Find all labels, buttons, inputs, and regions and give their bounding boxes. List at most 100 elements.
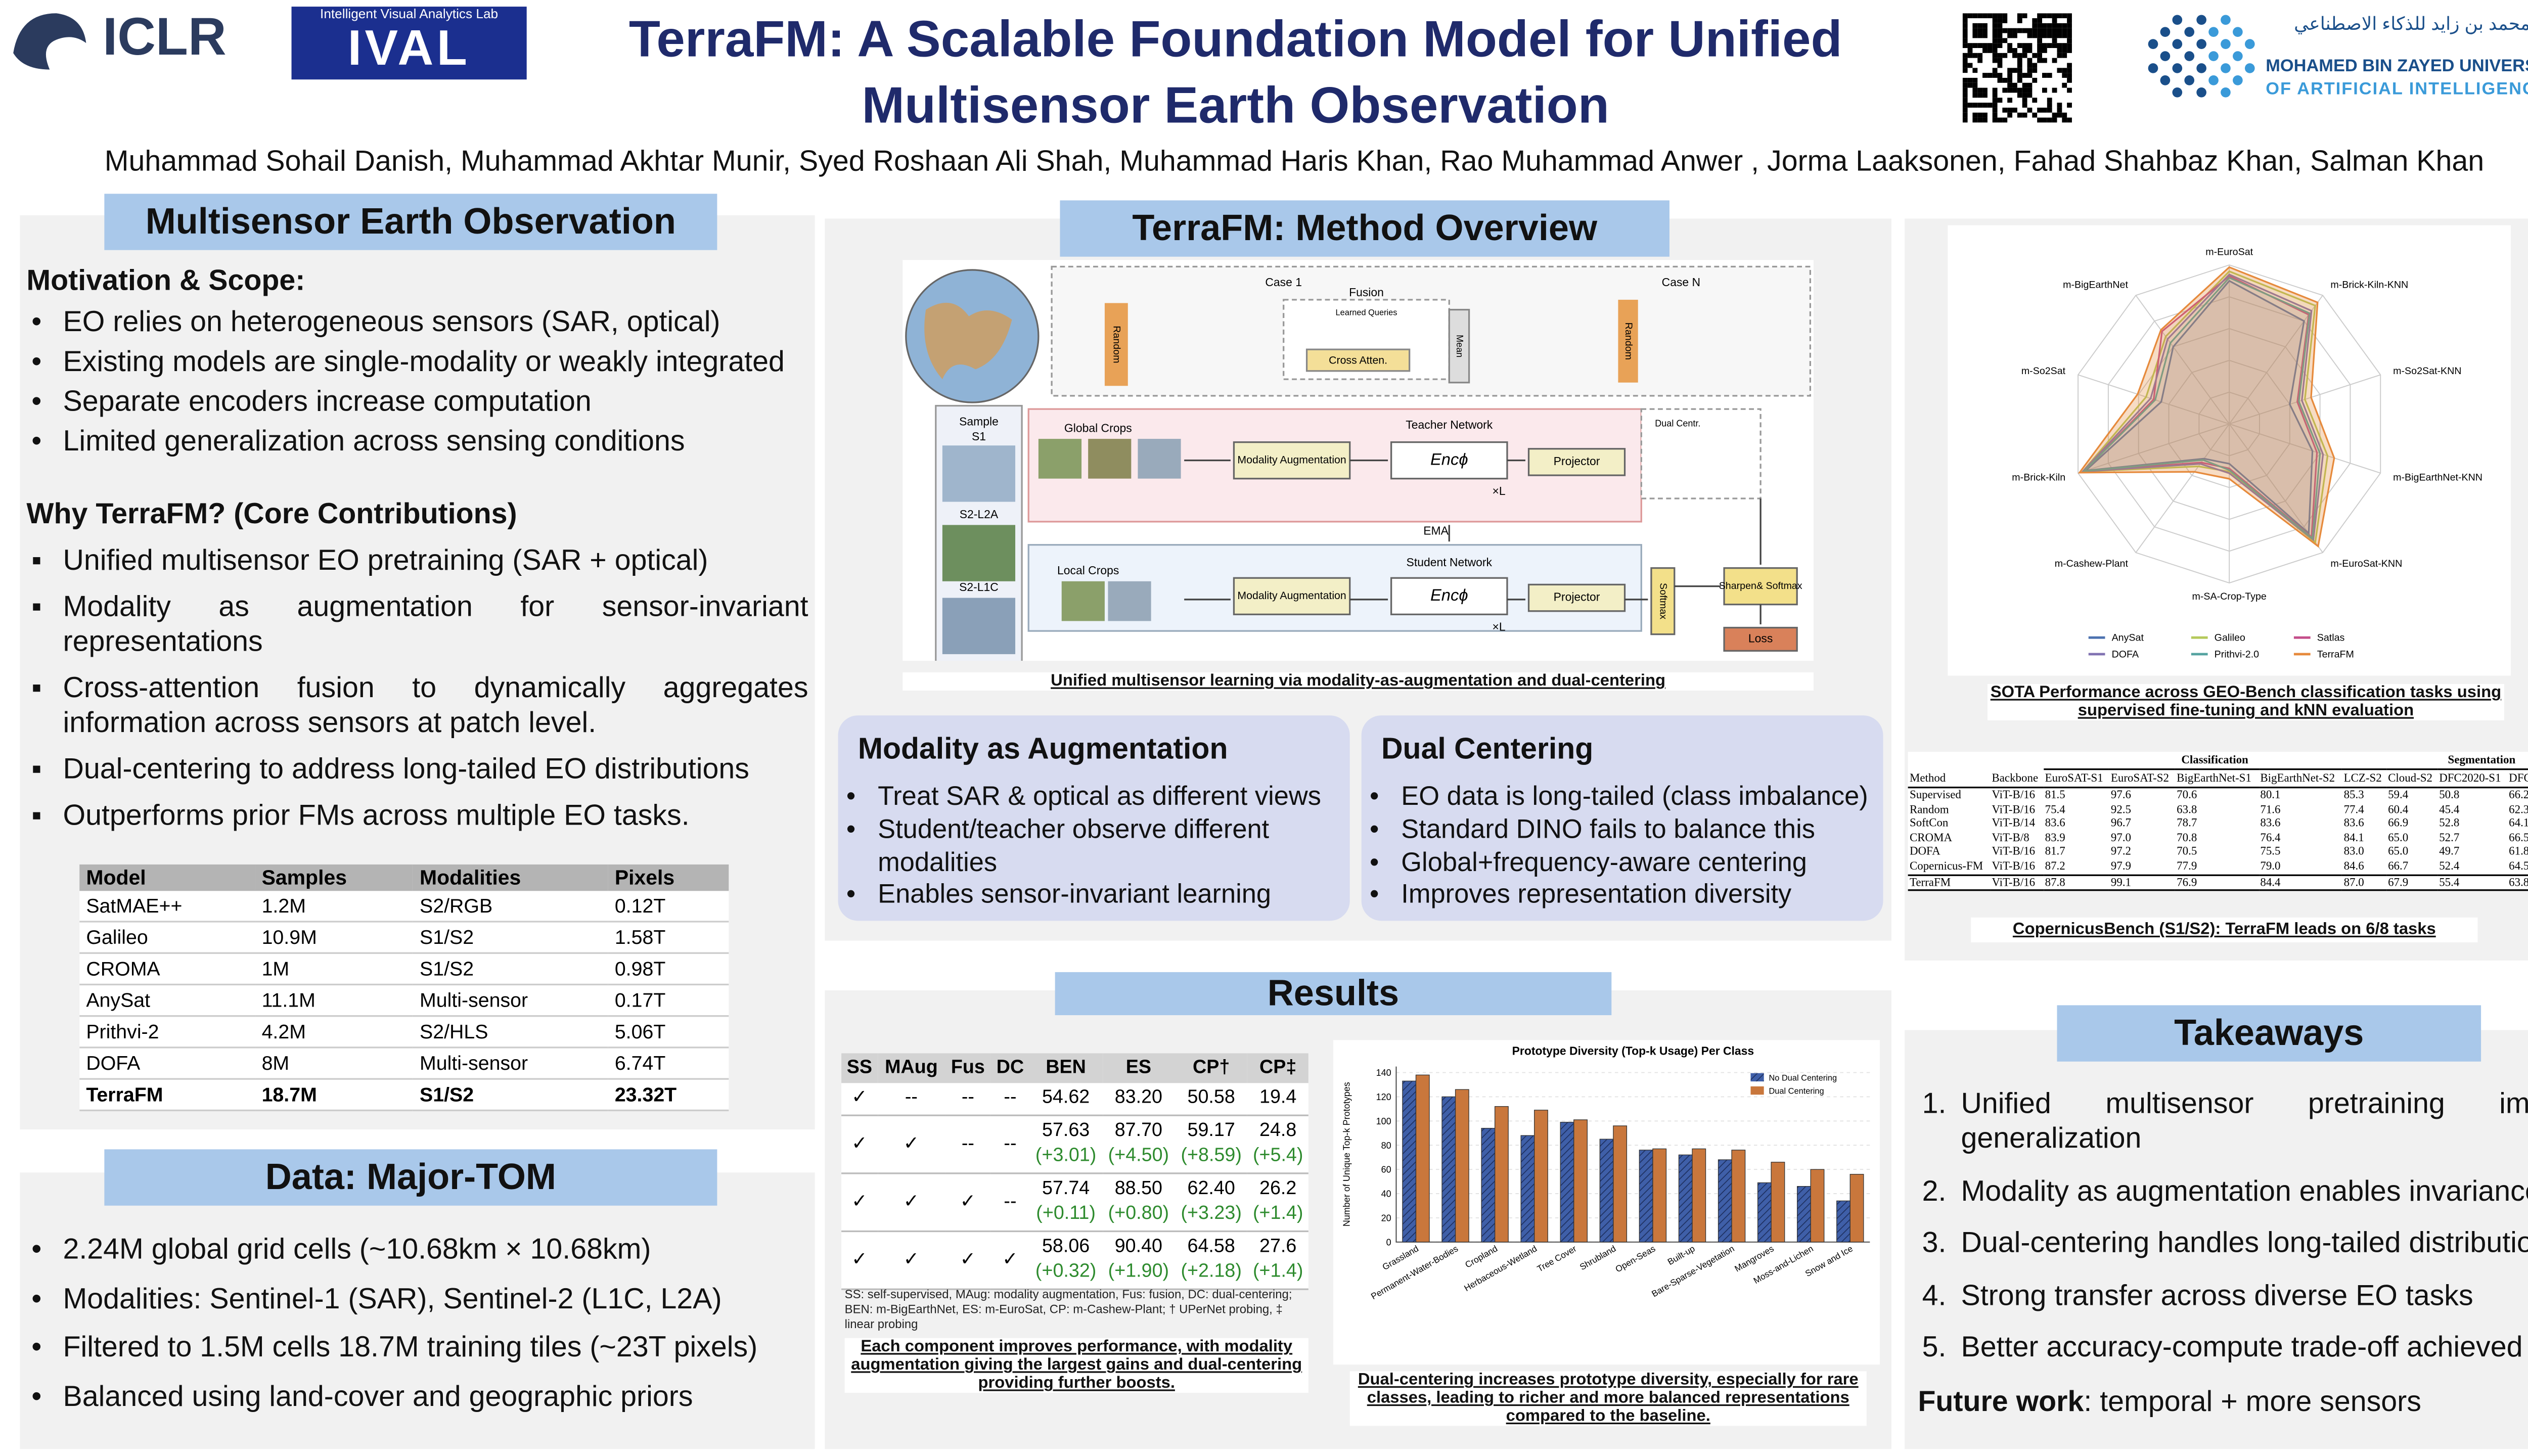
bar	[1599, 1139, 1614, 1243]
cell: ✓	[945, 1232, 991, 1290]
diagram-label: ×L	[1492, 484, 1505, 497]
qr-cell	[1962, 63, 1968, 68]
cell: S1/S2	[420, 957, 474, 981]
qr-cell	[2062, 28, 2067, 33]
qr-cell	[2057, 68, 2062, 73]
qr-cell	[2007, 77, 2013, 83]
cell: 50.58	[1175, 1083, 1248, 1115]
axes	[1395, 1066, 1870, 1243]
qr-cell	[1997, 33, 2003, 38]
cell: 87.0	[2343, 875, 2364, 889]
qr-cell	[1962, 53, 1968, 58]
qr-cell	[1997, 58, 2003, 63]
radar-series	[2083, 280, 2314, 535]
qr-cell	[1972, 77, 1978, 83]
qr-cell	[2067, 77, 2072, 83]
cell: S1/S2	[420, 1083, 474, 1107]
emblem-dot	[2172, 87, 2183, 98]
cell: 87.2	[2045, 859, 2065, 873]
qr-cell	[1992, 33, 1998, 38]
qr-cell	[1982, 117, 1988, 123]
legend-label: TerraFM	[2317, 649, 2354, 660]
authors: Muhammad Sohail Danish, Muhammad Akhtar …	[104, 144, 2485, 177]
diagram-label: EMA	[1423, 524, 1449, 537]
bar	[1481, 1128, 1496, 1243]
cell: 70.8	[2177, 831, 2197, 844]
qr-cell	[2062, 68, 2067, 73]
qr-cell	[2002, 13, 2008, 19]
qr-cell	[2047, 107, 2052, 113]
qr-cell	[2057, 33, 2062, 38]
qr-cell	[1977, 28, 1983, 33]
qr-cell	[1982, 112, 1988, 118]
qr-cell	[2057, 112, 2062, 118]
qr-cell	[2017, 58, 2022, 63]
qr-cell	[2067, 103, 2072, 108]
qr-cell	[2007, 87, 2013, 93]
value: 59.17	[1187, 1121, 1235, 1141]
gain: (+0.80)	[1108, 1204, 1169, 1224]
value: ✓	[903, 1191, 920, 1212]
spacer	[1908, 752, 2044, 769]
qr-cell	[2062, 43, 2067, 48]
bullet: Treat SAR & optical as different views	[841, 782, 1338, 814]
gain: (+4.50)	[1108, 1146, 1169, 1166]
table-caption: Each component improves performance, wit…	[844, 1338, 1308, 1393]
header-cell: Cloud-S2	[2388, 771, 2433, 785]
qr-cell	[2032, 33, 2038, 38]
ablation-table: SS MAug Fus DC BEN ES CP† CP‡ ✓ -- -- -- 54.62 83.20 5…	[841, 1053, 1308, 1290]
header-cell: BigEarthNet-S1	[2177, 771, 2251, 785]
bar	[1652, 1148, 1667, 1243]
takeaway: Dual-centering handles long-tailed distr…	[1954, 1225, 2528, 1260]
bullet: Standard DINO fails to balance this	[1365, 814, 1881, 847]
qr-cell	[2037, 107, 2042, 113]
cell: 63.8	[2509, 875, 2528, 889]
qr-cell	[2057, 48, 2062, 53]
header-row: Method Backbone EuroSAT-S1 EuroSAT-S2 BigEar…	[1908, 769, 2528, 788]
qr-cell	[1992, 68, 1998, 73]
value: ✓	[851, 1133, 868, 1154]
emblem-dot	[2184, 75, 2195, 85]
bar	[1441, 1096, 1456, 1243]
cell: ViT-B/16	[1992, 859, 2036, 873]
qr-cell	[1967, 48, 1973, 53]
legend-label: DOFA	[2112, 649, 2139, 660]
gain: (+5.4)	[1252, 1146, 1303, 1166]
qr-cell	[2067, 28, 2072, 33]
bullet: Cross-attention fusion to dynamically ag…	[26, 671, 808, 741]
legend-label: Satlas	[2317, 632, 2345, 644]
qr-cell	[2032, 23, 2038, 28]
qr-cell	[2042, 117, 2047, 123]
value: ✓	[851, 1088, 868, 1108]
cell: SatMAE++	[86, 894, 183, 918]
diagram-label: Student Network	[1407, 556, 1493, 569]
takeaways-list: Unified multisensor pretraining improves…	[1918, 1086, 2528, 1382]
cell: ✓	[991, 1232, 1029, 1290]
bar	[1797, 1186, 1811, 1243]
qr-cell	[1977, 103, 1983, 108]
qr-cell	[1997, 98, 2003, 103]
bar	[1718, 1159, 1732, 1243]
row: ✓ ✓ -- -- 57.63 (+3.01) 87.70 (+4.50) 59.17 (+8.5…	[841, 1115, 1308, 1173]
qr-cell	[1962, 107, 1968, 113]
qr-cell	[1997, 38, 2003, 43]
cell: 97.2	[2110, 845, 2132, 859]
cell: 84.1	[2343, 831, 2364, 844]
qr-cell	[2017, 73, 2022, 78]
cell: 54.62	[1029, 1083, 1102, 1115]
qr-cell	[2057, 53, 2062, 58]
cell: Prithvi-2	[86, 1020, 159, 1043]
qr-cell	[1962, 13, 1968, 19]
section-heading: Multisensor Earth Observation	[104, 194, 717, 250]
bullet: Global+frequency-aware centering	[1365, 847, 1881, 880]
value: ✓	[903, 1249, 920, 1269]
logo-mbzuai-2: OF ARTIFICIAL INTELLIGENCE	[2266, 79, 2528, 100]
bar	[1573, 1119, 1588, 1243]
qr-cell	[2027, 43, 2033, 48]
diagram-label: Projector	[1554, 454, 1600, 468]
bullet: Dual-centering to address long-tailed EO…	[26, 752, 808, 787]
qr-cell	[2022, 87, 2027, 93]
row: Supervised ViT-B/16 81.5 97.6 70.6 80.1 85.3 59…	[1908, 788, 2528, 803]
qr-cell	[2052, 33, 2057, 38]
